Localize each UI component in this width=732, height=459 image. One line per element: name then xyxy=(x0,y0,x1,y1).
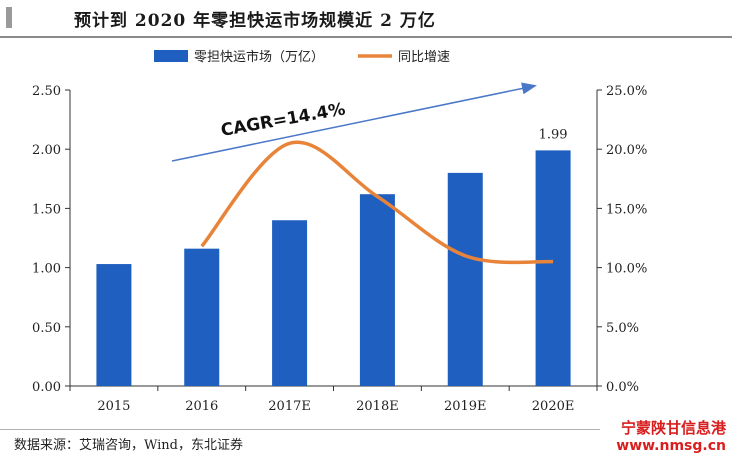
y-left-tick-label: 2.50 xyxy=(32,84,61,99)
bar-2019E xyxy=(447,172,483,386)
watermark-url: www.nmsg.cn xyxy=(616,438,726,454)
bars: 1.99 xyxy=(96,127,571,386)
x-tick-label: 2020E xyxy=(532,399,575,414)
bar-2017E xyxy=(272,220,308,386)
x-tick-label: 2018E xyxy=(356,399,399,414)
chart-title: 预计到 2020 年零担快运市场规模近 2 万亿 xyxy=(74,11,436,31)
source-divider xyxy=(0,429,600,430)
data-label: 1.99 xyxy=(539,127,568,142)
legend-bar-swatch xyxy=(154,50,188,62)
y-right-tick-label: 25.0% xyxy=(606,84,647,99)
y-left-tick-label: 2.00 xyxy=(32,143,61,158)
y-right-tick-label: 10.0% xyxy=(606,262,647,277)
y-left-tick-label: 1.50 xyxy=(32,202,61,217)
bar-2016 xyxy=(184,248,220,386)
x-tick-label: 2015 xyxy=(97,399,130,414)
cagr-label: CAGR=14.4% xyxy=(219,99,346,141)
title-bar: 预计到 2020 年零担快运市场规模近 2 万亿 xyxy=(0,0,732,36)
bar-2018E xyxy=(359,194,395,386)
legend-line-label: 同比增速 xyxy=(398,50,450,65)
bar-2020E xyxy=(535,150,571,386)
y-left-tick-label: 0.50 xyxy=(32,321,61,336)
y-right-tick-label: 20.0% xyxy=(606,143,647,158)
y-left-tick-label: 0.00 xyxy=(32,380,61,395)
watermark-name: 宁蒙陕甘信息港 xyxy=(620,419,726,437)
y-right-tick-label: 5.0% xyxy=(606,321,639,336)
title-divider xyxy=(0,36,732,38)
x-tick-label: 2019E xyxy=(444,399,487,414)
legend-bar-label: 零担快运市场（万亿） xyxy=(194,49,324,65)
title-marker xyxy=(6,7,12,28)
chart-svg: 零担快运市场（万亿） 同比增速 0.000.501.001.502.002.500… xyxy=(32,49,647,414)
y-left-tick-label: 1.00 xyxy=(32,262,61,277)
y-right-tick-label: 15.0% xyxy=(606,202,647,217)
growth-line-path xyxy=(200,140,554,265)
cagr-annotation: CAGR=14.4% xyxy=(171,82,537,162)
axes: 0.00 0.50 1.00 1.50 2.00 2.50 0.0% 5.0% 10.0% 15.… xyxy=(32,84,647,414)
bar-2015 xyxy=(96,264,132,386)
growth-line xyxy=(200,140,554,265)
x-tick-label: 2016 xyxy=(185,399,218,414)
source-note: 数据来源：艾瑞咨询，Wind，东北证券 xyxy=(14,438,243,453)
legend: 零担快运市场（万亿） 同比增速 xyxy=(154,49,450,65)
y-right-tick-label: 0.0% xyxy=(606,380,639,395)
x-tick-label: 2017E xyxy=(268,399,311,414)
cagr-arrow xyxy=(171,82,537,162)
